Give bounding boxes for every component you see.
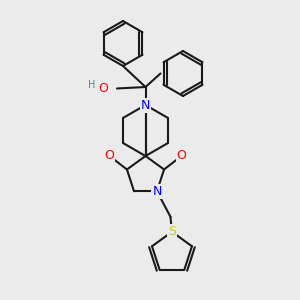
- Text: H: H: [88, 80, 96, 91]
- Text: O: O: [99, 82, 108, 95]
- Text: O: O: [176, 149, 186, 163]
- Text: N: N: [152, 185, 162, 198]
- Text: O: O: [105, 149, 115, 163]
- Text: S: S: [168, 225, 176, 238]
- Text: N: N: [141, 98, 150, 112]
